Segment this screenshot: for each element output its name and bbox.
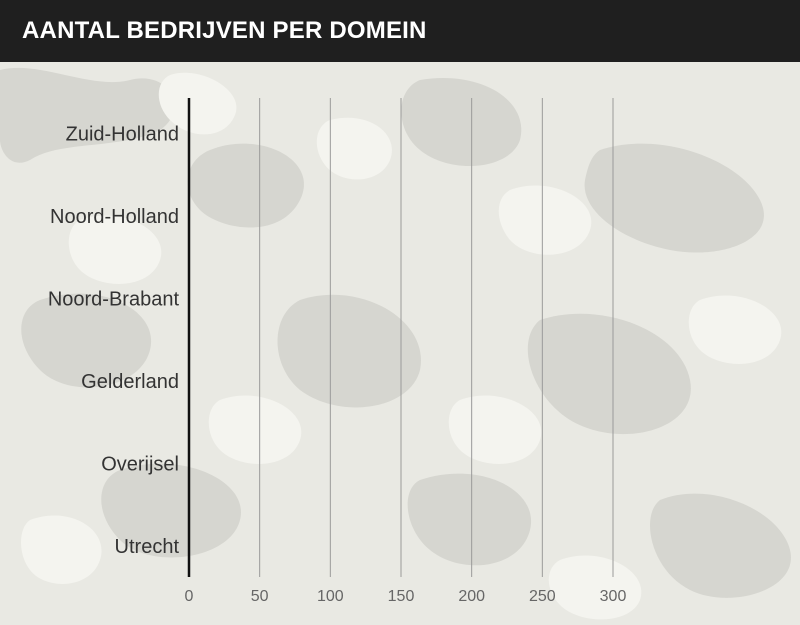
gridlines (259, 98, 614, 577)
x-tick-label-50: 50 (251, 588, 269, 605)
x-tick-label-250: 250 (529, 588, 556, 605)
x-tick-label-300: 300 (600, 588, 627, 605)
category-label: Overijsel (101, 453, 179, 475)
chart-title: AANTAL BEDRIJVEN PER DOMEIN (22, 17, 427, 44)
x-tick-label-100: 100 (317, 588, 344, 605)
category-label: Noord-Holland (50, 206, 179, 228)
x-tick-label-0: 0 (185, 588, 194, 605)
chart-header: AANTAL BEDRIJVEN PER DOMEIN (0, 0, 800, 62)
x-tick-label-200: 200 (458, 588, 485, 605)
category-labels: Zuid-Holland Noord-Holland Noord-Brabant Ge… (48, 123, 180, 558)
category-label: Noord-Brabant (48, 288, 180, 310)
category-label: Gelderland (81, 371, 179, 393)
tick-labels: 0 50 100 150 200 250 300 (185, 588, 627, 605)
category-label: Zuid-Holland (66, 123, 179, 145)
x-tick-label-150: 150 (388, 588, 415, 605)
category-label: Utrecht (115, 536, 180, 558)
